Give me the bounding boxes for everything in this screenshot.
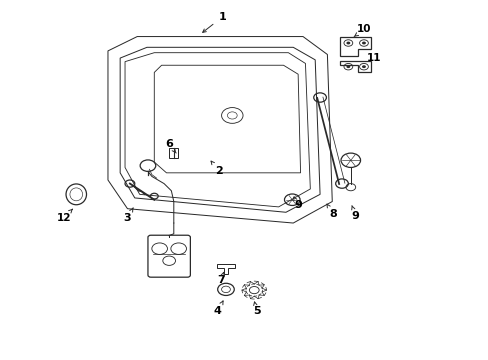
Text: 1: 1 (218, 12, 226, 22)
Circle shape (361, 41, 365, 44)
Text: 9: 9 (294, 200, 302, 210)
Circle shape (361, 65, 365, 68)
Text: 9: 9 (351, 211, 359, 221)
Text: 10: 10 (356, 24, 370, 35)
Text: 8: 8 (329, 209, 336, 219)
Text: 3: 3 (123, 213, 131, 222)
Text: 11: 11 (366, 53, 380, 63)
Text: 4: 4 (213, 306, 221, 316)
Text: 5: 5 (252, 306, 260, 316)
Circle shape (346, 65, 349, 68)
Bar (169, 148, 178, 158)
Circle shape (346, 41, 349, 44)
Text: 6: 6 (164, 139, 172, 149)
Text: 2: 2 (215, 166, 223, 176)
Text: 7: 7 (217, 275, 224, 285)
Text: 12: 12 (57, 213, 71, 222)
